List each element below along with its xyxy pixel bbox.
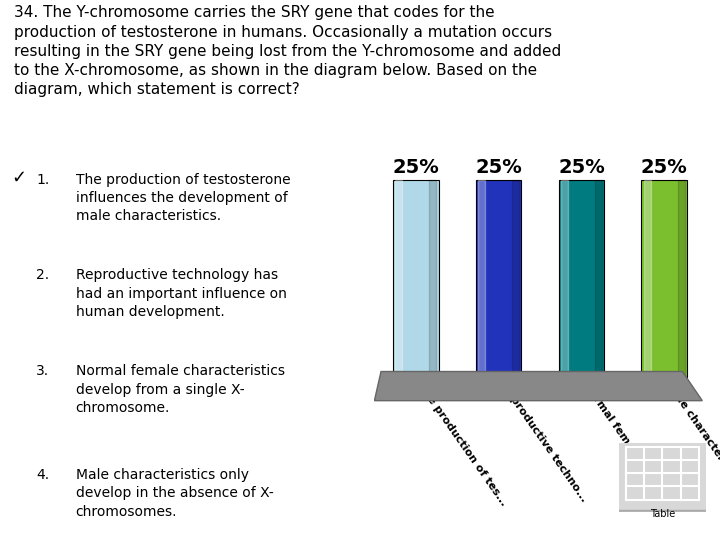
Bar <box>393 180 438 378</box>
Text: Table: Table <box>649 509 675 519</box>
Text: ✓: ✓ <box>11 169 26 187</box>
Text: 25%: 25% <box>392 158 439 177</box>
Bar <box>678 180 685 378</box>
Bar <box>595 180 602 378</box>
Bar <box>642 180 687 378</box>
Bar <box>644 180 651 378</box>
Text: 25%: 25% <box>475 158 522 177</box>
Text: Normal female characteristics
develop from a single X-
chromosome.: Normal female characteristics develop fr… <box>76 364 284 415</box>
Polygon shape <box>374 372 702 401</box>
Text: 3.: 3. <box>36 364 49 379</box>
Bar <box>476 180 521 378</box>
Text: 25%: 25% <box>641 158 688 177</box>
Bar <box>478 180 485 378</box>
FancyBboxPatch shape <box>612 437 713 511</box>
Bar <box>561 180 568 378</box>
Bar <box>559 180 604 378</box>
Bar <box>512 180 519 378</box>
Text: Reproductive technology has
had an important influence on
human development.: Reproductive technology has had an impor… <box>76 268 287 319</box>
Text: 34. The Y-chromosome carries the SRY gene that codes for the
production of testo: 34. The Y-chromosome carries the SRY gen… <box>14 5 562 97</box>
Bar <box>395 180 402 378</box>
Text: 4.: 4. <box>36 468 49 482</box>
Text: Male characteristics only
develop in the absence of X-
chromosomes.: Male characteristics only develop in the… <box>76 468 274 518</box>
Text: 2.: 2. <box>36 268 49 282</box>
Bar <box>429 180 436 378</box>
Text: 1.: 1. <box>36 173 49 187</box>
Text: 25%: 25% <box>558 158 605 177</box>
Text: The production of testosterone
influences the development of
male characteristic: The production of testosterone influence… <box>76 173 290 224</box>
